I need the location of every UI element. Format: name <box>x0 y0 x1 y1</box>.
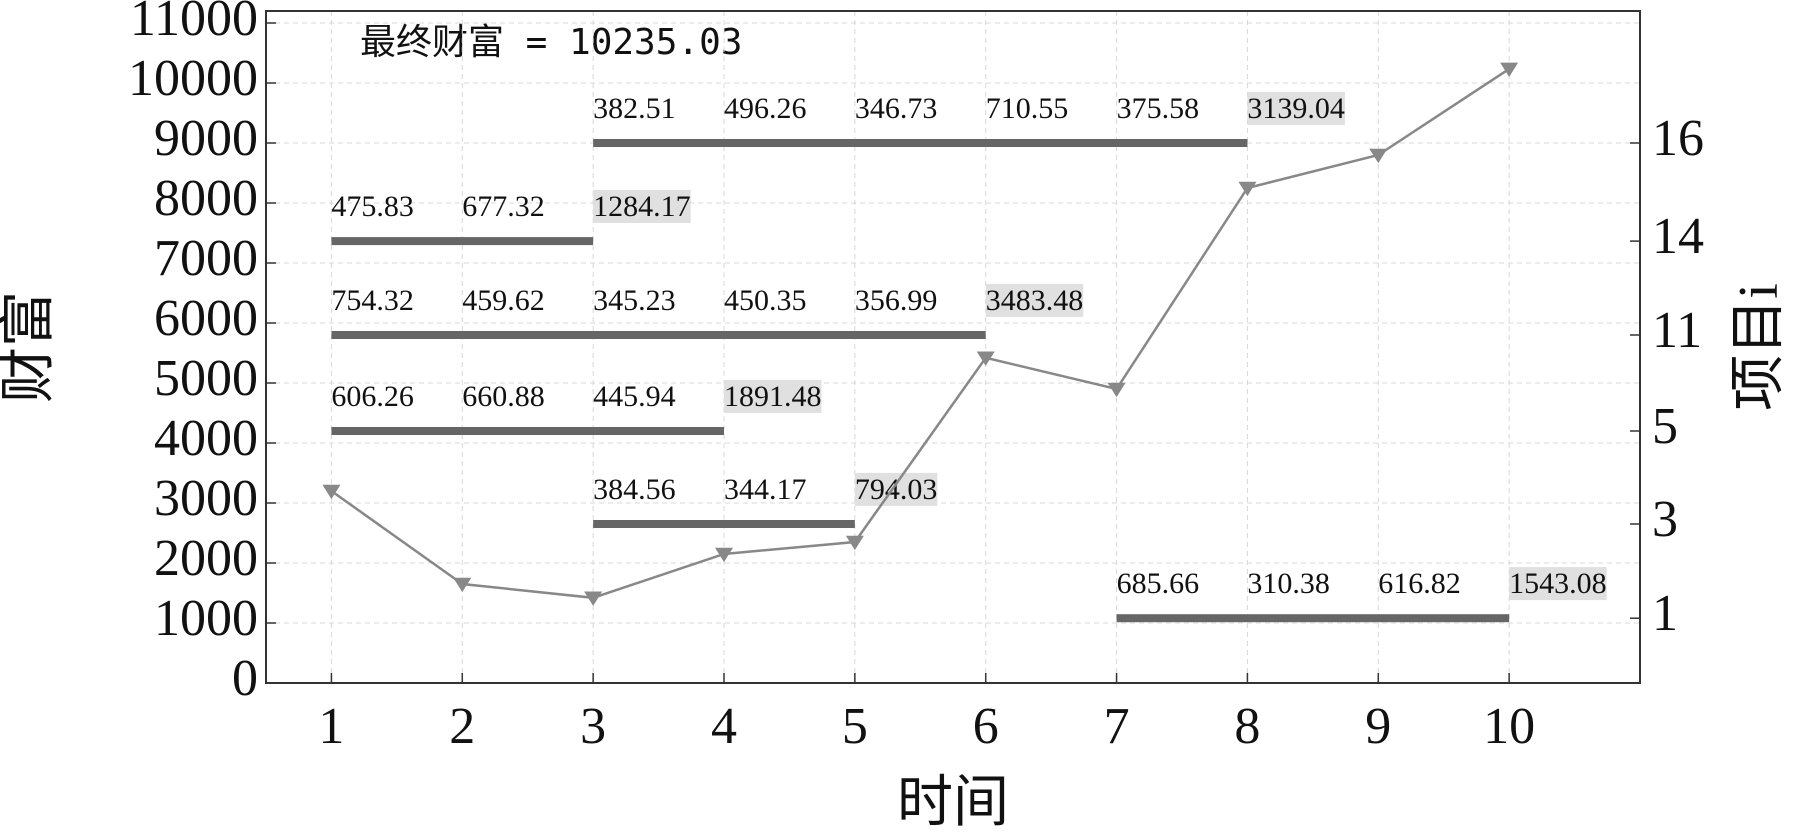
total-label: 1284.17 <box>593 190 691 223</box>
line <box>330 67 1510 600</box>
y-tick-label: 0 <box>232 650 258 707</box>
project-bar <box>331 331 986 339</box>
y-tick-label: 2000 <box>154 530 258 587</box>
x-tick-label: 5 <box>842 698 868 755</box>
amount-label: 346.73 <box>855 92 938 125</box>
x-tick-label: 6 <box>973 698 999 755</box>
marker <box>453 577 472 593</box>
y-axis-label: 财富 <box>0 291 60 403</box>
marker <box>1238 181 1257 197</box>
amount-label: 375.58 <box>1117 92 1200 125</box>
total-label: 1891.48 <box>724 380 822 413</box>
marker <box>715 547 733 563</box>
amount-label: 382.51 <box>593 92 676 125</box>
y-tick-label: 4000 <box>154 410 258 467</box>
total-label-bg <box>724 379 822 413</box>
y2-tick-label: 11 <box>1652 302 1702 359</box>
y-tick-label: 9000 <box>154 110 258 167</box>
x-tick-label: 7 <box>1104 698 1130 755</box>
amount-label: 606.26 <box>331 380 414 413</box>
amount-label: 459.62 <box>462 284 545 317</box>
total-label-bg <box>1247 91 1345 125</box>
project-bar <box>593 139 1248 147</box>
total-label: 794.03 <box>855 473 938 506</box>
y-tick-label: 7000 <box>154 230 258 287</box>
y2-tick-label: 1 <box>1652 585 1678 642</box>
project-bar <box>331 237 594 246</box>
total-label: 1543.08 <box>1509 567 1607 600</box>
total-label: 3139.04 <box>1247 92 1345 125</box>
x-tick-label: 8 <box>1234 698 1260 755</box>
marker <box>584 591 603 606</box>
y2-tick-label: 5 <box>1652 398 1678 455</box>
project-bar <box>1116 614 1510 623</box>
total-label-bg <box>854 472 938 506</box>
x-tick-label: 2 <box>449 698 475 755</box>
y-tick-label: 8000 <box>154 170 258 227</box>
amount-label: 754.32 <box>331 284 414 317</box>
amount-label: 445.94 <box>593 380 676 413</box>
amount-label: 344.17 <box>724 473 807 506</box>
amount-label: 710.55 <box>986 92 1069 125</box>
y-tick-label: 3000 <box>154 470 258 527</box>
amount-label: 677.32 <box>462 190 545 223</box>
y-tick-label: 1000 <box>154 590 258 647</box>
amount-label: 310.38 <box>1247 567 1330 600</box>
y2-tick-label: 14 <box>1652 208 1704 265</box>
amount-label: 616.82 <box>1378 567 1461 600</box>
y-tick-label: 6000 <box>154 290 258 347</box>
marker <box>845 535 864 551</box>
amount-label: 496.26 <box>724 92 807 125</box>
amount-label: 475.83 <box>331 190 414 223</box>
amount-label: 384.56 <box>593 473 676 506</box>
x-tick-label: 10 <box>1483 698 1535 755</box>
project-bar <box>331 427 724 435</box>
amount-label: 685.66 <box>1117 567 1200 600</box>
amount-label: 660.88 <box>462 380 545 413</box>
y2-tick-label: 3 <box>1652 491 1678 548</box>
project-bar <box>593 520 855 528</box>
y-tick-label: 10000 <box>128 50 258 107</box>
amount-label: 356.99 <box>855 284 938 317</box>
total-label-bg <box>1509 567 1607 601</box>
y-tick-label: 11000 <box>130 0 258 47</box>
total-label: 3483.48 <box>986 284 1084 317</box>
x-tick-label: 3 <box>580 698 606 755</box>
marker <box>322 484 341 500</box>
y2-tick-label: 16 <box>1652 110 1704 167</box>
plot-frame <box>265 10 1641 684</box>
x-tick-label: 4 <box>711 698 737 755</box>
annotation: 最终财富 = 10235.03 <box>360 22 742 63</box>
total-label-bg <box>985 283 1084 317</box>
x-tick-label: 9 <box>1365 698 1391 755</box>
marker <box>1500 62 1519 77</box>
marker <box>1369 148 1388 164</box>
x-tick-label: 1 <box>318 698 344 755</box>
marker <box>1107 382 1126 398</box>
y-tick-label: 5000 <box>154 350 258 407</box>
y2-axis-label: 项目i <box>1728 283 1790 411</box>
amount-label: 345.23 <box>593 284 676 317</box>
x-axis-label: 时间 <box>897 772 1009 834</box>
total-label-bg <box>593 189 691 223</box>
amount-label: 450.35 <box>724 284 807 317</box>
marker <box>976 351 995 366</box>
